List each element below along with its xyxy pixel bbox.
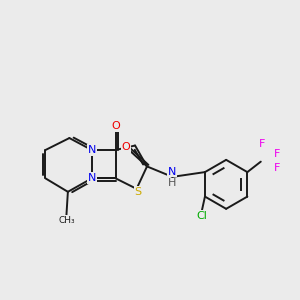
Text: Cl: Cl bbox=[196, 211, 207, 221]
Text: O: O bbox=[111, 121, 120, 131]
Text: F: F bbox=[259, 139, 266, 149]
Text: N: N bbox=[88, 173, 96, 183]
Text: O: O bbox=[122, 142, 130, 152]
Text: N: N bbox=[88, 145, 96, 155]
Text: CH₃: CH₃ bbox=[58, 216, 75, 225]
Text: N: N bbox=[168, 167, 177, 176]
Text: F: F bbox=[274, 163, 281, 172]
Text: S: S bbox=[134, 187, 142, 197]
Text: H: H bbox=[168, 178, 177, 188]
Text: F: F bbox=[274, 149, 281, 159]
